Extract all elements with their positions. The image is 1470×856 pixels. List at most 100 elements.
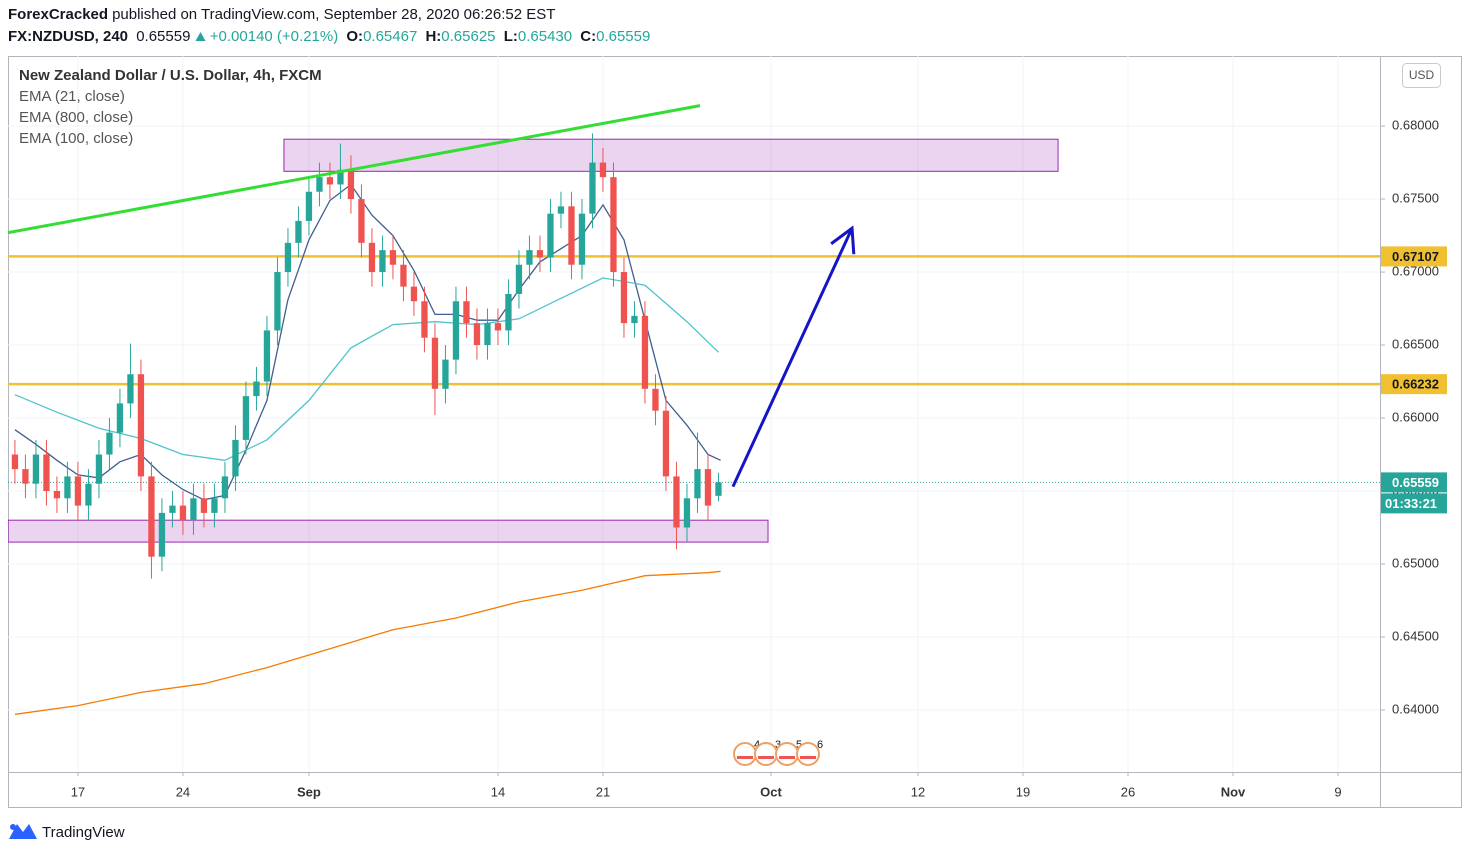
event-count: 6 [817,739,823,751]
zone [283,138,1059,172]
currency-button[interactable] [1402,63,1441,88]
candle-body [53,491,61,499]
ohlc-label: H: [425,28,442,45]
candle-body [221,476,229,499]
event-flag [733,742,757,766]
axes: 0.64000 0.64500 0.65000 0.65500 0.66000 0.665… [71,118,1447,799]
event-flag-stripe [737,756,753,759]
change: +0.00140 (+0.21%) [209,28,339,45]
candle-body [200,498,208,513]
tradingview-logo [9,824,37,839]
x-tick-label: 9 [1334,784,1341,799]
x-tick-label: 24 [176,784,190,799]
candle-body [662,410,670,477]
candle-body [683,498,691,528]
candle-body [326,177,334,185]
y-tick-label: 0.67000 [1392,263,1439,278]
candle-body [242,396,250,440]
ohlc-value: 0.65467 [363,28,418,45]
y-tick-label: 0.66000 [1392,409,1439,424]
ema-line [14,570,721,715]
candle-body [127,374,134,404]
ohlc-label: O: [346,28,364,45]
arrow [731,225,856,488]
candle-body [211,498,218,513]
level-label: 0.67107 [1392,249,1439,264]
candle-body [137,374,145,477]
candle-body [484,323,491,346]
legend-title: New Zealand Dollar / U.S. Dollar, 4h, FX… [19,67,322,84]
candle-body [74,476,82,506]
countdown: 01:33:21 [1385,496,1437,511]
author[interactable]: ForexCracked [8,6,109,23]
candle-body [694,469,701,499]
candle-body [169,505,176,513]
candle-body [505,293,512,331]
candle-body [32,454,40,484]
candle-body [11,454,19,470]
candle-body [704,469,712,506]
event-count: 3 [775,739,781,751]
candle-body [389,250,397,265]
candle-body [316,177,323,192]
candle-body [22,469,29,484]
publish-line: ForexCracked published on TradingView.com… [8,6,555,23]
candle-body [589,162,596,214]
candle-body [578,213,586,265]
candle-body [652,388,659,411]
candle-body [610,177,617,273]
candle-body [274,272,281,331]
candle-body [284,242,292,273]
candle-body [148,476,155,557]
zone [8,519,769,543]
ohlc-label: L: [503,28,518,45]
y-tick-label: 0.65500 [1392,482,1439,497]
candle-body [85,483,92,506]
symbol-line: FX:NZDUSD, 240 0.65559 +0.00140 (+0.21%)… [8,28,650,45]
candle-body [400,264,407,287]
event-flag-stripe [758,756,774,759]
ohlc-label: C: [580,28,597,45]
currency-label[interactable]: USD [1409,68,1435,82]
candle-body [253,381,260,397]
x-tick-label: 21 [596,784,610,799]
y-tick-label: 0.64000 [1392,701,1439,716]
candle-body [715,482,722,496]
footer-brand[interactable]: TradingView [42,824,125,841]
candle-body [452,301,460,360]
candle-body [305,191,313,221]
candle-body [368,242,376,273]
ema-line [14,277,719,461]
x-tick-label: Nov [1221,784,1246,799]
candle-body [515,264,523,294]
candle-body [295,220,302,243]
countdown-box [1381,493,1447,514]
candle-body [620,272,628,324]
last-price-label: 0.65559 [1392,475,1439,490]
candle-body [641,315,649,389]
publish-info: published on TradingView.com, September … [112,6,556,23]
event-flag [754,742,778,766]
level-label: 0.66232 [1392,377,1439,392]
legend-entry: EMA (21, close) [19,88,125,105]
event-flag-stripe [800,756,816,759]
event-flag-stripe [779,756,795,759]
candle-body [116,403,124,433]
last-price-label-box [1381,472,1447,493]
candle-body [347,169,355,200]
candle-body [158,512,166,557]
candle-body [106,432,113,455]
x-tick-label: 17 [71,784,85,799]
ohlc-value: 0.65625 [441,28,496,45]
y-tick-label: 0.68000 [1392,118,1439,133]
candle-body [631,315,638,324]
plot-area [8,104,1380,715]
legend-entry: EMA (800, close) [19,109,133,126]
candle-body [358,199,365,243]
candle-body [421,301,428,338]
candle-body [190,498,197,521]
candle-body [463,301,470,324]
y-tick-label: 0.65000 [1392,555,1439,570]
